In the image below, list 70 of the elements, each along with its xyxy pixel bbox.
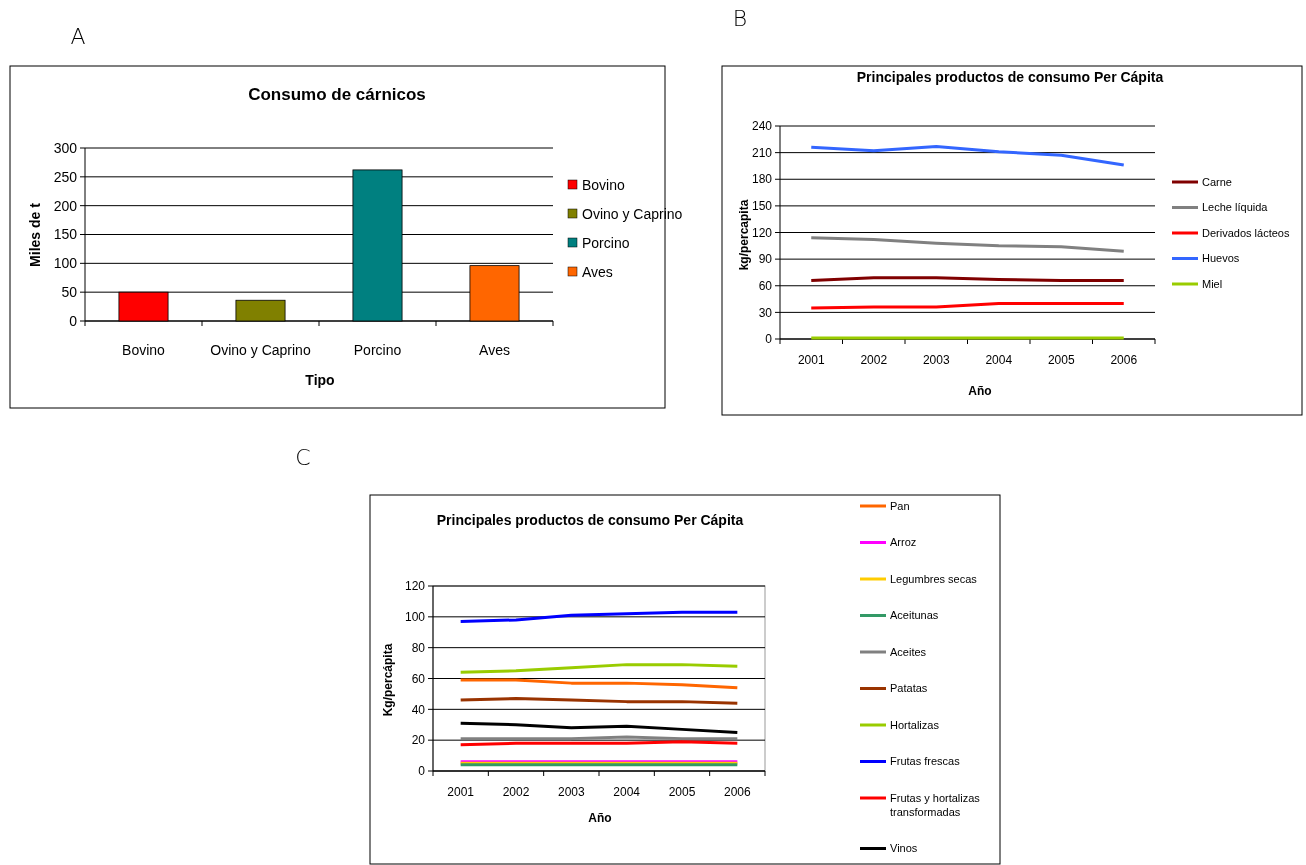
x-axis-title: Año (968, 384, 992, 398)
x-tick-label: 2002 (502, 785, 530, 799)
legend-label: Porcino (582, 234, 630, 251)
y-tick-label: 210 (751, 145, 773, 160)
x-tick-label: 2004 (985, 353, 1013, 367)
x-tick-label: 2001 (797, 353, 825, 367)
y-axis-title: kg/percapita (737, 199, 751, 271)
y-tick-label: 100 (404, 610, 426, 625)
x-axis-title: Año (588, 811, 612, 825)
y-tick-label: 0 (765, 332, 773, 347)
y-tick-label: 60 (411, 671, 426, 686)
text: B (732, 6, 748, 31)
x-tick-label: 2003 (557, 785, 585, 799)
chart-title: Consumo de cárnicos (248, 85, 426, 104)
y-tick-label: 50 (61, 284, 78, 301)
x-tick-label: Porcino (353, 342, 402, 358)
legend-label: Huevos (1202, 252, 1240, 265)
legend-label: Frutas y hortalizas transformadas (890, 791, 981, 818)
text: C (295, 445, 311, 470)
legend-label: Aceitunas (890, 609, 939, 622)
legend-label: Aceites (890, 645, 927, 658)
y-axis-title: Kg/percápita (381, 643, 395, 717)
y-tick-label: 150 (53, 226, 78, 243)
x-tick-label: Aves (479, 342, 510, 358)
legend-label: Leche líquida (1202, 201, 1269, 214)
x-axis-title: Tipo (305, 372, 335, 388)
legend-label: Ovino y Caprino (582, 205, 683, 222)
y-tick-label: 150 (751, 199, 773, 214)
x-tick-label: 2006 (1110, 353, 1138, 367)
x-tick-label: 2001 (447, 785, 475, 799)
text: A (70, 24, 86, 49)
legend-label: Pan (890, 499, 910, 512)
y-tick-label: 0 (418, 764, 426, 779)
y-tick-label: 60 (758, 278, 773, 293)
x-tick-label: 2003 (922, 353, 950, 367)
y-tick-label: 0 (69, 312, 78, 329)
y-tick-label: 120 (751, 225, 773, 240)
y-tick-label: 80 (411, 640, 426, 655)
legend-label: Legumbres secas (890, 572, 978, 585)
legend-label: Hortalizas (890, 718, 940, 731)
y-tick-label: 240 (751, 119, 773, 134)
x-tick-label: 2002 (860, 353, 888, 367)
legend-label: Vinos (890, 842, 918, 855)
legend-label: Patatas (890, 682, 928, 695)
y-tick-label: 30 (758, 305, 773, 320)
x-tick-label: Ovino y Caprino (210, 342, 311, 358)
y-tick-label: 180 (751, 172, 773, 187)
chart-title: Principales productos de consumo Per Cápita (436, 512, 744, 528)
y-tick-label: 100 (53, 255, 78, 272)
legend-label: Miel (1202, 277, 1223, 290)
x-tick-label: Bovino (122, 342, 166, 358)
x-tick-label: 2005 (668, 785, 696, 799)
y-tick-label: 300 (53, 139, 78, 156)
y-tick-label: 20 (411, 733, 426, 748)
chart-title: Principales productos de consumo Per Cápita (856, 69, 1164, 85)
y-tick-label: 40 (411, 702, 426, 717)
legend-label: Carne (1202, 175, 1232, 188)
x-tick-label: 2004 (613, 785, 641, 799)
y-tick-label: 200 (53, 197, 78, 214)
y-axis-title: Miles de t (27, 202, 43, 267)
x-tick-label: 2006 (723, 785, 751, 799)
legend-label: Bovino (582, 176, 626, 193)
y-tick-label: 90 (758, 252, 773, 267)
y-tick-label: 250 (53, 168, 78, 185)
legend-label: Derivados lácteos (1202, 226, 1290, 239)
x-tick-label: 2005 (1047, 353, 1075, 367)
legend-label: Frutas frescas (890, 755, 961, 768)
legend-label: Arroz (890, 536, 917, 549)
legend-label: Aves (582, 263, 613, 280)
y-tick-label: 120 (404, 579, 426, 594)
